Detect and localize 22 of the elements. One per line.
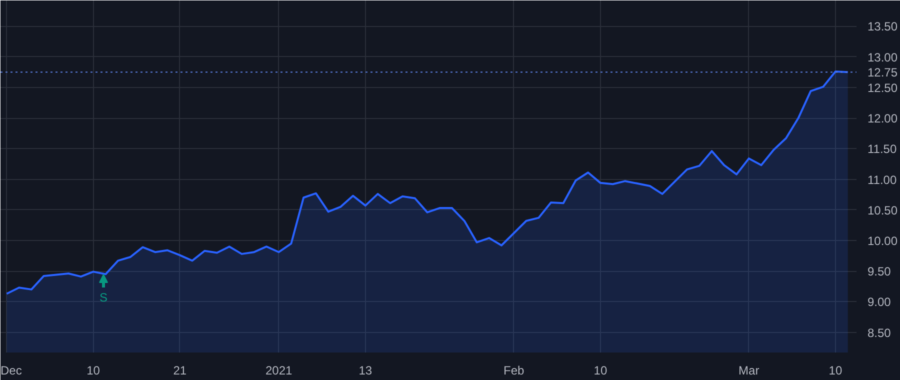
y-tick-label: 11.00 bbox=[868, 172, 897, 187]
x-tick-label: 10 bbox=[594, 364, 608, 378]
y-tick-label: 10.00 bbox=[868, 234, 898, 248]
y-tick-label: 8.50 bbox=[868, 326, 892, 340]
x-tick-label: Dec bbox=[0, 364, 22, 378]
y-tick-label: 9.00 bbox=[868, 295, 892, 310]
y-tick-label: 10.50 bbox=[868, 203, 898, 218]
y-tick-label: 12.50 bbox=[868, 80, 898, 95]
x-tick-label: Mar bbox=[738, 364, 760, 378]
x-tick-label: Feb bbox=[504, 364, 525, 378]
x-tick-label: 21 bbox=[173, 364, 187, 378]
y-tick-label: 13.00 bbox=[868, 50, 898, 64]
x-tick-label: 13 bbox=[358, 364, 372, 378]
x-tick-label: 10 bbox=[86, 364, 100, 378]
y-tick-label: 13.50 bbox=[868, 20, 898, 34]
y-tick-label: 12.00 bbox=[868, 112, 898, 126]
annotation: S bbox=[100, 290, 108, 304]
ref-line-label: 12.75 bbox=[868, 66, 898, 80]
y-tick-label: 11.50 bbox=[868, 142, 897, 156]
y-tick-label: 9.50 bbox=[868, 264, 892, 279]
x-tick-label: 10 bbox=[828, 364, 842, 378]
x-tick-label: 2021 bbox=[265, 364, 292, 378]
